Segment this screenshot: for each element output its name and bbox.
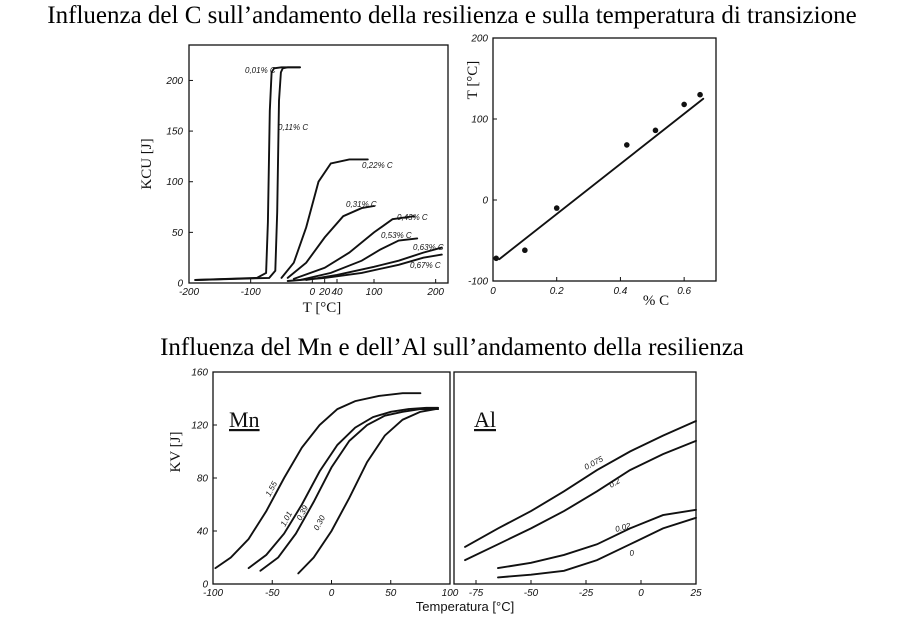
series-line [497,508,697,570]
series-line [497,516,697,579]
x-tick-label: -50 [265,588,280,599]
y-tick-label: 100 [166,177,183,188]
plot-frame [453,371,697,585]
y-tick-label: 200 [165,76,183,87]
series-line [194,66,301,281]
element-label-al: Al [474,407,496,432]
data-point [697,91,703,98]
curve-label: 0,63% C [413,243,444,252]
series-line [247,406,440,570]
y-tick-label: 80 [197,474,209,485]
y-axis-label: KV [J] [168,432,184,473]
plot-frame [212,371,451,585]
x-tick-label: 0 [329,588,335,599]
x-tick-label: 40 [331,287,343,298]
x-tick-label: 25 [689,588,702,599]
series-line [464,439,697,562]
series-line [286,205,375,279]
x-tick-label: 0.6 [677,286,691,297]
title-middle: Influenza del Mn e dell’Al sull’andament… [160,334,744,361]
curve-label: 0,31% C [346,200,377,209]
x-tick-label: 200 [426,287,444,298]
curve-label: 0.02 [614,521,632,534]
curve-label: 1.01 [279,510,294,528]
x-tick-label: 0.4 [613,286,627,297]
x-tick-label: 0 [490,286,496,297]
series-line [214,392,422,570]
series-line [305,246,443,281]
y-tick-label: -100 [468,277,488,288]
data-point [522,247,528,254]
x-tick-label: -25 [579,588,594,599]
data-point [553,205,560,211]
fit-line [498,97,705,261]
curve-label: 0,11% C [278,123,308,132]
y-tick-label: 40 [197,527,209,538]
series-line [297,408,437,575]
x-tick-label: 0 [310,287,316,298]
x-tick-label: -200 [179,287,199,298]
y-tick-label: 120 [191,421,208,432]
curve-label: 0,67% C [410,261,441,270]
x-axis-label: % C [643,293,669,309]
series-line [464,420,697,548]
data-point [493,255,499,262]
x-axis-label: T [°C] [303,300,342,316]
x-tick-label: -75 [469,588,484,599]
y-tick-label: 0 [177,279,183,290]
data-point [624,142,630,148]
y-tick-label: 200 [470,34,488,45]
shared-xlabel: Temperatura [°C] [416,599,514,614]
plot-frame [492,37,717,282]
plot-frame [188,44,449,284]
data-point [681,101,687,108]
x-tick-label: 100 [366,287,383,298]
series-line [292,215,416,280]
series-line [286,253,443,282]
x-tick-label: 100 [442,588,459,599]
y-axis-label: T [°C] [465,61,481,100]
curve-label: 0 [629,548,635,558]
curve-label: 0.2 [608,476,623,490]
x-tick-label: 0.2 [550,286,564,297]
series-line [299,237,419,281]
x-tick-label: -100 [241,287,261,298]
element-label-mn: Mn [229,407,260,432]
y-tick-label: 50 [172,228,184,239]
curve-label: 0.30 [312,513,328,531]
title-top: Influenza del C sull’andamento della res… [47,2,857,29]
y-tick-label: 0 [202,580,208,591]
curve-label: 0.075 [583,454,605,472]
y-tick-label: 150 [166,127,183,138]
x-tick-label: -50 [524,588,539,599]
curve-label: 0,53% C [381,231,412,240]
series-line [280,158,369,279]
x-tick-label: 20 [318,287,331,298]
series-line [194,66,301,281]
curve-label: 0,22% C [362,161,393,170]
x-tick-label: 50 [385,588,397,599]
x-tick-label: 0 [638,588,644,599]
curve-label: 1.55 [264,479,280,497]
y-tick-label: 0 [482,196,488,207]
data-point [652,127,659,134]
curve-label: 0,01% C [245,66,276,75]
y-tick-label: 100 [471,115,488,126]
x-tick-label: -100 [203,588,223,599]
curve-label: 0,43% C [397,213,428,222]
y-axis-label: KCU [J] [139,138,155,189]
y-tick-label: 160 [191,368,208,379]
series-line [259,408,440,572]
